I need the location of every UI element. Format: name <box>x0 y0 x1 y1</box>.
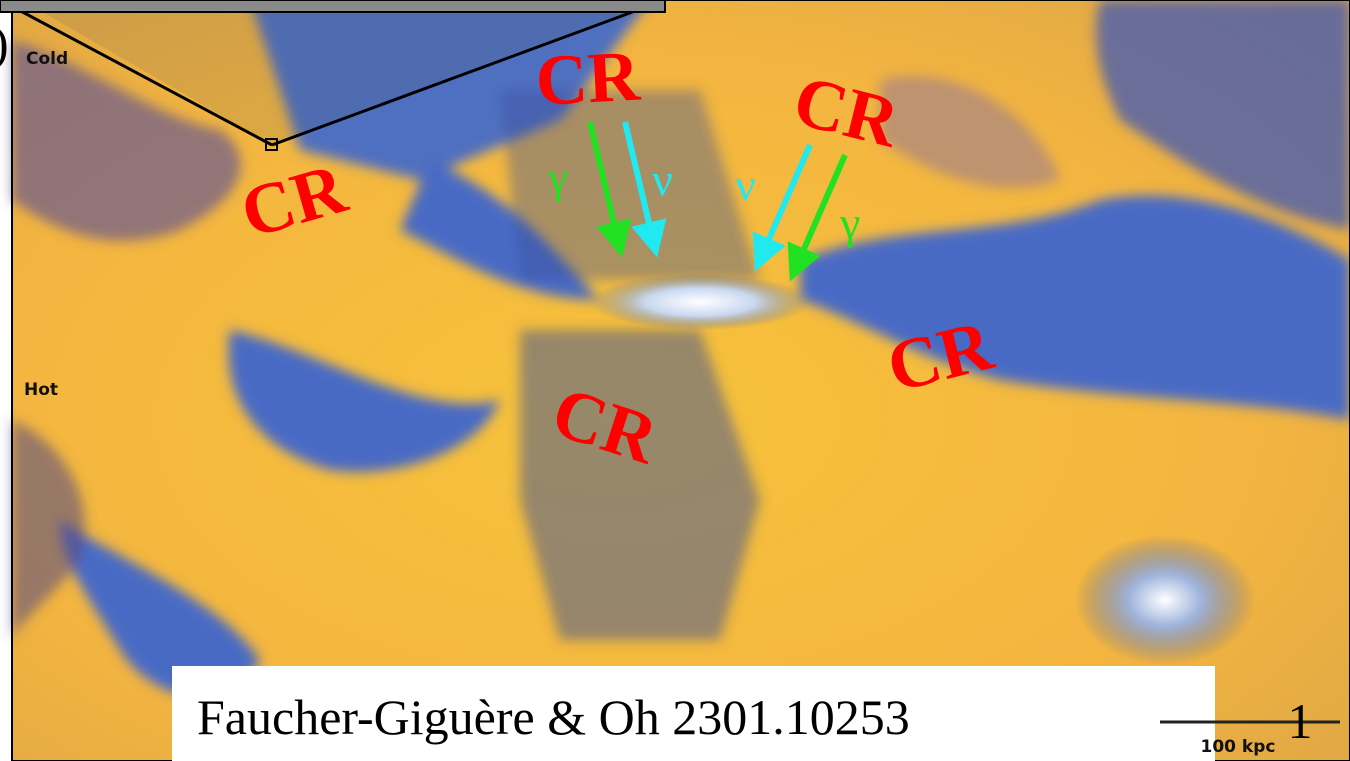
inset-panel <box>0 0 665 12</box>
scale-bar-label: 100 kpc <box>1201 737 1276 757</box>
panel-marker: ) <box>0 15 9 71</box>
gamma-label: γ <box>839 197 860 248</box>
gamma-label: γ <box>547 151 568 202</box>
satellite-galaxy <box>1075 535 1255 665</box>
nu-label: ν <box>735 159 756 210</box>
colorbar-label: Hot <box>24 380 58 400</box>
colorbar-label: Cold <box>26 49 68 69</box>
cr-label: CR <box>534 36 643 121</box>
central-galaxy <box>590 274 810 330</box>
page-number: 1 <box>1288 693 1313 749</box>
citation: Faucher-Giguère & Oh 2301.10253 <box>197 689 910 745</box>
nu-label: ν <box>652 154 673 205</box>
slide: ) Cold Hot γ γ ν ν CR CR CR CR CR Fauche… <box>0 0 1350 761</box>
